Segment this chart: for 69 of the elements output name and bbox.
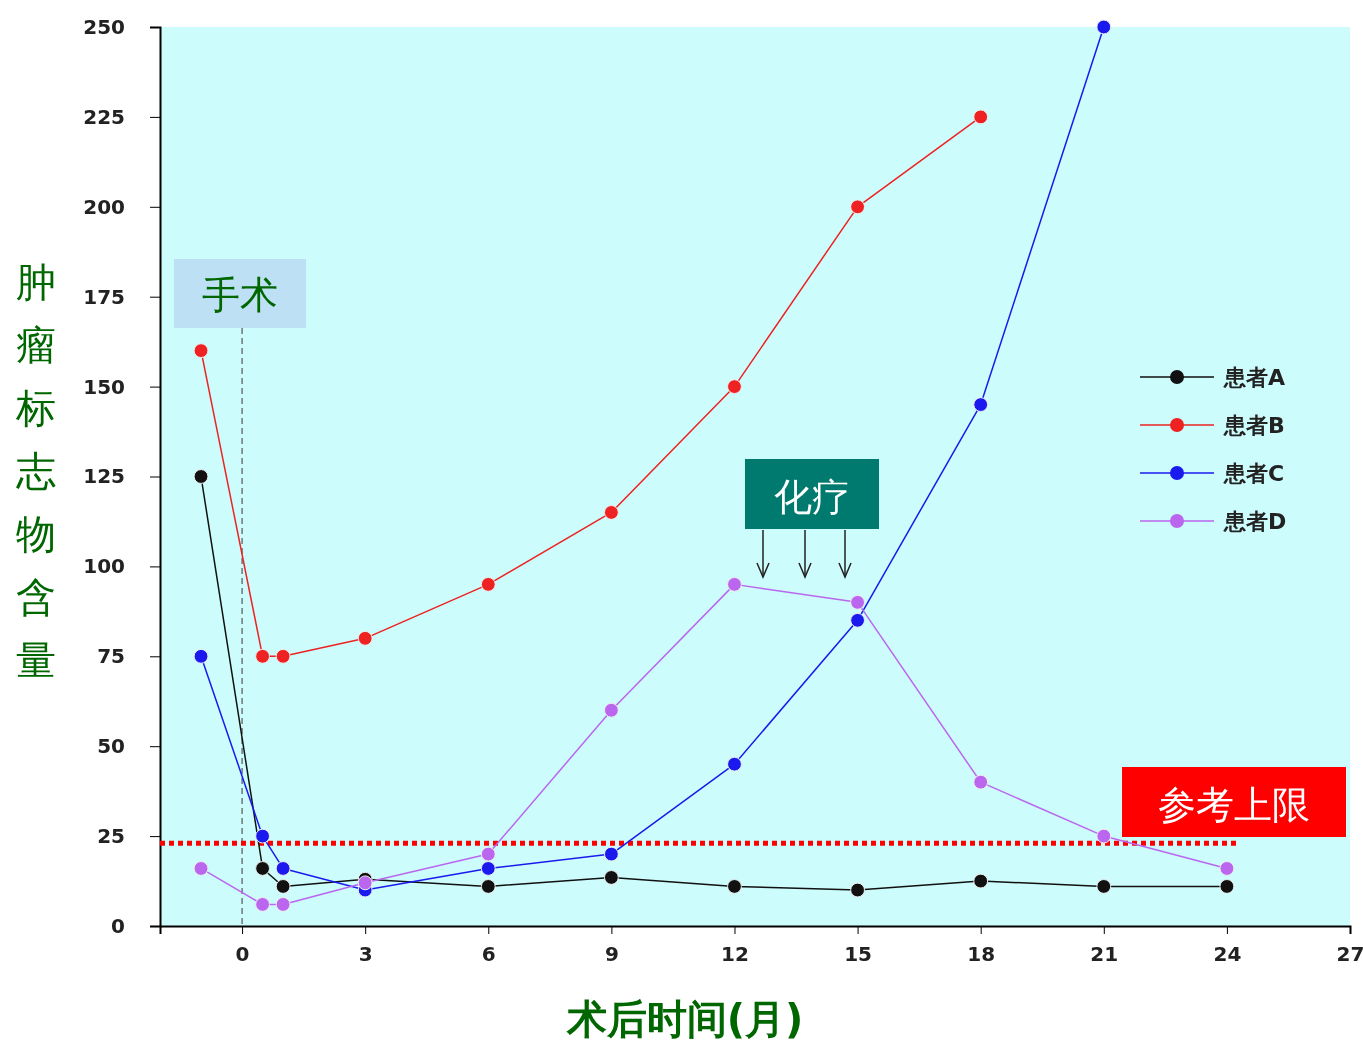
y-tick-label: 0 (111, 913, 125, 938)
point (480, 846, 496, 862)
y-tick-label: 250 (83, 14, 125, 39)
point (1096, 879, 1112, 894)
point (480, 576, 496, 592)
point (193, 469, 209, 484)
y-tick-label: 225 (83, 104, 125, 129)
point (727, 576, 742, 592)
x-tick-label: 12 (721, 942, 749, 966)
x-tick-label: 6 (481, 942, 496, 966)
point (1219, 879, 1235, 894)
point (193, 343, 209, 359)
point (973, 873, 989, 889)
point (603, 846, 619, 862)
point (973, 397, 989, 412)
y-tick-label: 150 (83, 374, 125, 399)
legend-label: 患者D (1223, 509, 1287, 534)
ref-line-label: 手术 (202, 273, 278, 317)
x-tick-label: 9 (604, 942, 619, 966)
point (275, 897, 291, 912)
x-tick-label: 27 (1336, 942, 1363, 966)
annotation: 化疗 (774, 475, 850, 519)
point (255, 648, 270, 664)
point (603, 702, 619, 718)
y-tick-label: 125 (83, 464, 125, 489)
x-tick-label: 18 (967, 942, 996, 966)
legend-label: 患者B (1223, 413, 1285, 438)
point (1219, 861, 1235, 876)
y-tick-label: 200 (83, 194, 125, 219)
point (255, 828, 270, 844)
point (1096, 19, 1112, 35)
legend-label: 患者C (1223, 461, 1285, 486)
point (357, 630, 373, 646)
x-tick-label: 0 (235, 942, 250, 966)
point (255, 861, 270, 876)
point (275, 879, 291, 894)
point (727, 756, 742, 772)
y-tick-label: 100 (83, 554, 125, 579)
ref-line-label: 参考上限 (1158, 783, 1310, 827)
x-tick-label: 21 (1090, 942, 1119, 966)
point (850, 199, 865, 215)
point (357, 875, 373, 891)
point (850, 612, 865, 628)
point (255, 897, 270, 912)
legend-label: 患者A (1223, 365, 1286, 390)
point (275, 861, 291, 876)
point (603, 870, 619, 885)
x-tick-label: 3 (358, 942, 373, 966)
y-tick-label: 75 (97, 644, 125, 669)
point (973, 109, 989, 125)
point (850, 882, 865, 898)
y-tick-label: 25 (97, 824, 125, 848)
point (275, 648, 291, 664)
point (850, 594, 865, 610)
y-tick-label: 175 (83, 284, 125, 309)
point (193, 648, 209, 664)
point (727, 379, 742, 394)
point (603, 505, 619, 520)
point (1096, 828, 1112, 844)
y-tick-label: 50 (97, 734, 125, 759)
x-tick-label: 24 (1213, 942, 1242, 966)
point (480, 861, 496, 876)
x-axis-title: 术后时间(月) (565, 996, 804, 1042)
x-tick-label: 15 (844, 942, 873, 966)
point (973, 774, 989, 790)
point (480, 879, 496, 894)
y-axis-title: 肿瘤标志物含量 (15, 259, 56, 683)
point (727, 879, 742, 894)
point (193, 861, 209, 876)
